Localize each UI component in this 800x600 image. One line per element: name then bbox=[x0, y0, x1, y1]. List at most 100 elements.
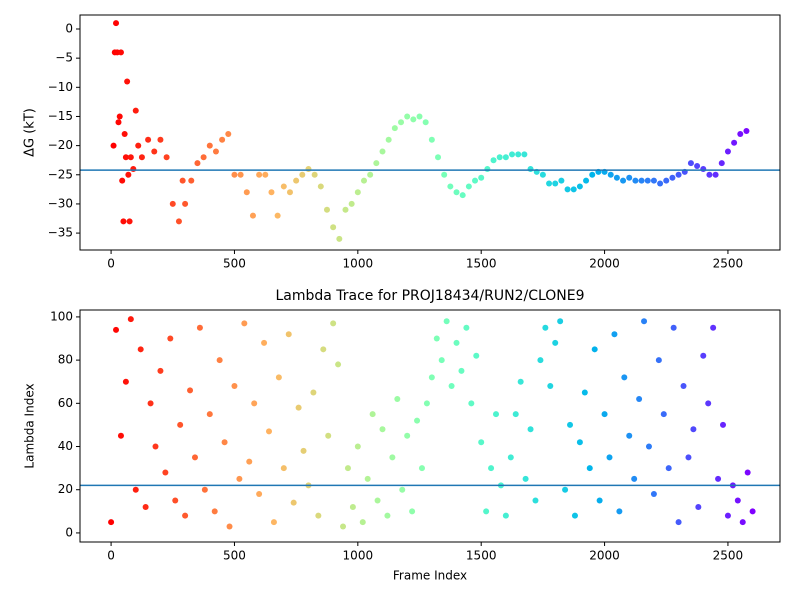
point bbox=[115, 119, 122, 126]
point bbox=[465, 183, 472, 190]
point bbox=[650, 177, 657, 184]
point bbox=[552, 339, 559, 346]
point bbox=[657, 180, 664, 187]
point bbox=[206, 142, 213, 149]
point bbox=[712, 171, 719, 178]
point bbox=[119, 177, 126, 184]
point bbox=[212, 148, 219, 155]
point bbox=[591, 346, 598, 353]
point bbox=[246, 458, 253, 465]
point bbox=[583, 177, 590, 184]
point bbox=[731, 139, 738, 146]
point bbox=[191, 454, 198, 461]
point bbox=[225, 130, 232, 137]
point bbox=[675, 519, 682, 526]
point bbox=[522, 475, 529, 482]
point bbox=[364, 475, 371, 482]
point bbox=[132, 107, 139, 114]
point bbox=[261, 339, 268, 346]
axes-frame bbox=[79, 14, 781, 251]
point bbox=[472, 177, 479, 184]
y-tick-label: −15 bbox=[48, 109, 73, 123]
point bbox=[243, 189, 250, 196]
point bbox=[256, 171, 263, 178]
point bbox=[196, 324, 203, 331]
point bbox=[369, 411, 376, 418]
point bbox=[200, 154, 207, 161]
point bbox=[613, 174, 620, 181]
y-tick-label: 20 bbox=[58, 482, 73, 496]
point bbox=[194, 160, 201, 167]
point bbox=[342, 206, 349, 213]
point bbox=[116, 113, 123, 120]
point bbox=[126, 218, 133, 225]
y-tick-label: −25 bbox=[48, 167, 73, 181]
point bbox=[122, 378, 129, 385]
point bbox=[121, 130, 128, 137]
point bbox=[631, 475, 638, 482]
point bbox=[724, 148, 731, 155]
point bbox=[515, 151, 522, 158]
point bbox=[266, 428, 273, 435]
point bbox=[201, 486, 208, 493]
point bbox=[374, 497, 381, 504]
point bbox=[137, 346, 144, 353]
point bbox=[601, 411, 608, 418]
point bbox=[360, 177, 367, 184]
point bbox=[695, 504, 702, 511]
point bbox=[335, 361, 342, 368]
point bbox=[147, 400, 154, 407]
point bbox=[621, 374, 628, 381]
point bbox=[286, 189, 293, 196]
point bbox=[132, 486, 139, 493]
point bbox=[571, 512, 578, 519]
point bbox=[379, 148, 386, 155]
point bbox=[570, 186, 577, 193]
x-tick-label: 1000 bbox=[343, 549, 374, 563]
point bbox=[295, 404, 302, 411]
point bbox=[743, 128, 750, 135]
point bbox=[124, 78, 131, 85]
point bbox=[145, 136, 152, 143]
point bbox=[724, 512, 731, 519]
point bbox=[182, 200, 189, 207]
point bbox=[710, 324, 717, 331]
point bbox=[490, 157, 497, 164]
point bbox=[607, 171, 614, 178]
point bbox=[606, 454, 613, 461]
y-tick-label: −5 bbox=[55, 51, 73, 65]
point bbox=[564, 186, 571, 193]
point bbox=[478, 174, 485, 181]
point bbox=[249, 212, 256, 219]
y-tick-label: 80 bbox=[58, 353, 73, 367]
point bbox=[435, 154, 442, 161]
point bbox=[509, 151, 516, 158]
point bbox=[305, 165, 312, 172]
point bbox=[700, 165, 707, 172]
point bbox=[113, 20, 120, 27]
point bbox=[453, 339, 460, 346]
point bbox=[416, 113, 423, 120]
point bbox=[626, 432, 633, 439]
point bbox=[187, 387, 194, 394]
point bbox=[586, 465, 593, 472]
point bbox=[532, 497, 539, 504]
point bbox=[175, 218, 182, 225]
x-tick-label: 500 bbox=[223, 257, 246, 271]
x-tick-label: 1500 bbox=[466, 549, 497, 563]
point bbox=[113, 326, 120, 333]
point bbox=[398, 119, 405, 126]
point bbox=[611, 331, 618, 338]
point bbox=[330, 224, 337, 231]
point bbox=[373, 160, 380, 167]
x-tick-label: 0 bbox=[107, 549, 115, 563]
point bbox=[705, 400, 712, 407]
point bbox=[108, 519, 115, 526]
point bbox=[527, 165, 534, 172]
axes-frame bbox=[79, 309, 781, 543]
point bbox=[138, 154, 145, 161]
point bbox=[231, 383, 238, 390]
point bbox=[391, 125, 398, 132]
point bbox=[290, 499, 297, 506]
point bbox=[459, 192, 466, 199]
